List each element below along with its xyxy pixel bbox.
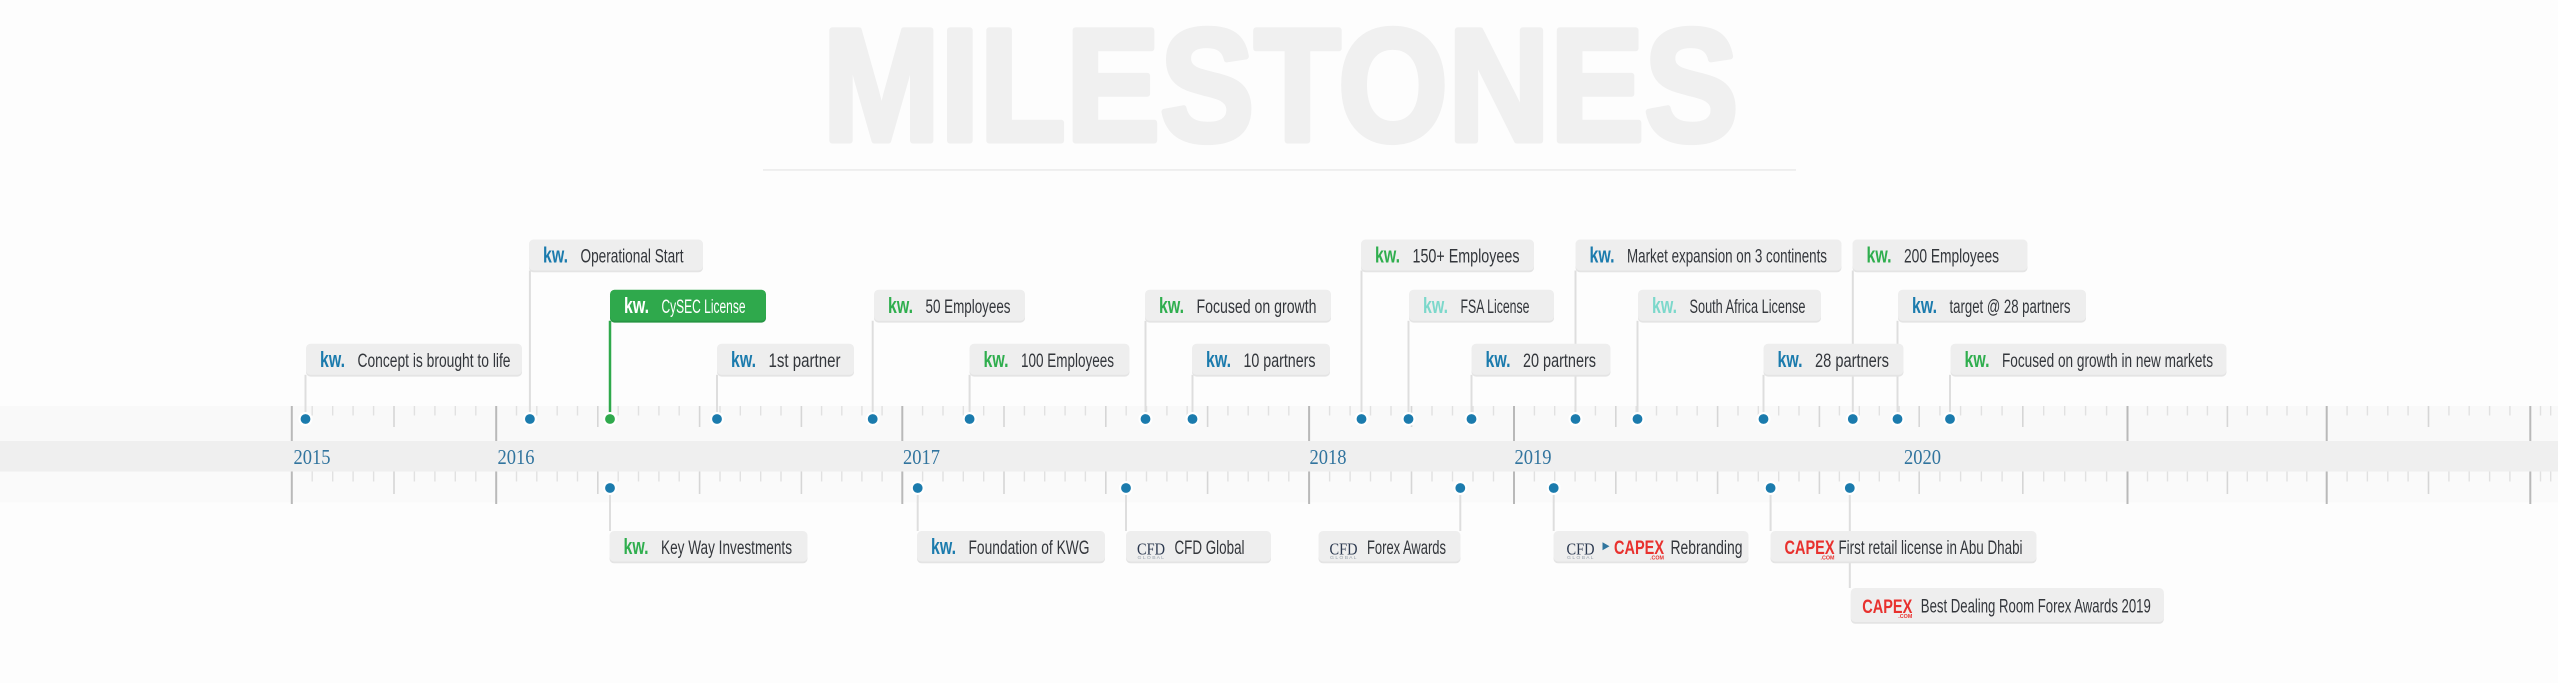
svg-text:kw.: kw. [1423, 293, 1448, 318]
svg-text:kw.: kw. [1159, 293, 1184, 318]
svg-text:.COM: .COM [1898, 614, 1912, 620]
svg-text:kw.: kw. [1652, 293, 1677, 318]
svg-text:target @ 28 partners: target @ 28 partners [1950, 297, 2071, 318]
svg-text:2015: 2015 [294, 445, 331, 469]
svg-text:South Africa License: South Africa License [1690, 297, 1806, 318]
svg-text:kw.: kw. [984, 347, 1009, 372]
svg-text:Key Way Investments: Key Way Investments [661, 538, 792, 559]
svg-text:Forex Awards: Forex Awards [1367, 538, 1446, 559]
svg-text:CFD: CFD [1137, 540, 1165, 559]
svg-text:kw.: kw. [931, 534, 956, 559]
svg-text:kw.: kw. [320, 347, 345, 372]
svg-text:2018: 2018 [1310, 445, 1347, 469]
svg-text:kw.: kw. [1590, 243, 1615, 268]
svg-text:kw.: kw. [624, 293, 649, 318]
svg-text:Focused on growth in new marke: Focused on growth in new markets [2002, 351, 2213, 372]
svg-text:kw.: kw. [731, 347, 756, 372]
svg-text:kw.: kw. [1486, 347, 1511, 372]
svg-text:CFD: CFD [1567, 540, 1595, 559]
svg-text:2020: 2020 [1904, 445, 1941, 469]
svg-text:kw.: kw. [624, 534, 649, 559]
svg-text:kw.: kw. [1375, 243, 1400, 268]
svg-text:G L O B A L: G L O B A L [1567, 555, 1594, 560]
svg-text:100 Employees: 100 Employees [1021, 351, 1114, 372]
svg-text:.COM: .COM [1650, 556, 1664, 562]
svg-text:CFD: CFD [1330, 540, 1358, 559]
svg-text:CAPEX: CAPEX [1614, 538, 1664, 559]
svg-text:G L O B A L: G L O B A L [1138, 555, 1165, 560]
svg-text:CAPEX: CAPEX [1785, 538, 1835, 559]
svg-text:Rebranding: Rebranding [1671, 538, 1743, 559]
svg-text:CFD Global: CFD Global [1175, 538, 1245, 559]
svg-text:Market expansion on 3 continen: Market expansion on 3 continents [1627, 247, 1827, 268]
svg-text:kw.: kw. [1965, 347, 1990, 372]
svg-text:CAPEX: CAPEX [1862, 597, 1912, 618]
svg-text:kw.: kw. [888, 293, 913, 318]
svg-text:kw.: kw. [1778, 347, 1803, 372]
svg-text:MILESTONES: MILESTONES [823, 0, 1739, 175]
svg-text:Concept is brought to life: Concept is brought to life [358, 351, 511, 372]
svg-text:CySEC License: CySEC License [662, 297, 746, 318]
svg-text:28 partners: 28 partners [1815, 351, 1889, 372]
svg-text:1st partner: 1st partner [769, 351, 842, 372]
svg-text:.COM: .COM [1821, 556, 1835, 562]
svg-text:Foundation of KWG: Foundation of KWG [969, 538, 1090, 559]
svg-text:FSA License: FSA License [1461, 297, 1530, 318]
svg-text:Best Dealing Room Forex Awards: Best Dealing Room Forex Awards 2019 [1921, 597, 2151, 618]
svg-text:2019: 2019 [1515, 445, 1552, 469]
svg-text:First retail license in Abu Dh: First retail license in Abu Dhabi [1839, 538, 2023, 559]
svg-text:50 Employees: 50 Employees [926, 297, 1011, 318]
svg-text:10 partners: 10 partners [1244, 351, 1316, 372]
svg-text:150+ Employees: 150+ Employees [1413, 247, 1520, 268]
svg-text:kw.: kw. [1206, 347, 1231, 372]
svg-text:200 Employees: 200 Employees [1904, 247, 1999, 268]
svg-text:Operational Start: Operational Start [581, 247, 685, 268]
svg-text:20 partners: 20 partners [1523, 351, 1596, 372]
svg-text:kw.: kw. [543, 243, 568, 268]
svg-text:kw.: kw. [1867, 243, 1892, 268]
svg-text:kw.: kw. [1912, 293, 1937, 318]
svg-text:2016: 2016 [498, 445, 535, 469]
svg-text:G L O B A L: G L O B A L [1330, 555, 1357, 560]
svg-text:Focused on growth: Focused on growth [1197, 297, 1317, 318]
svg-text:2017: 2017 [903, 445, 940, 469]
